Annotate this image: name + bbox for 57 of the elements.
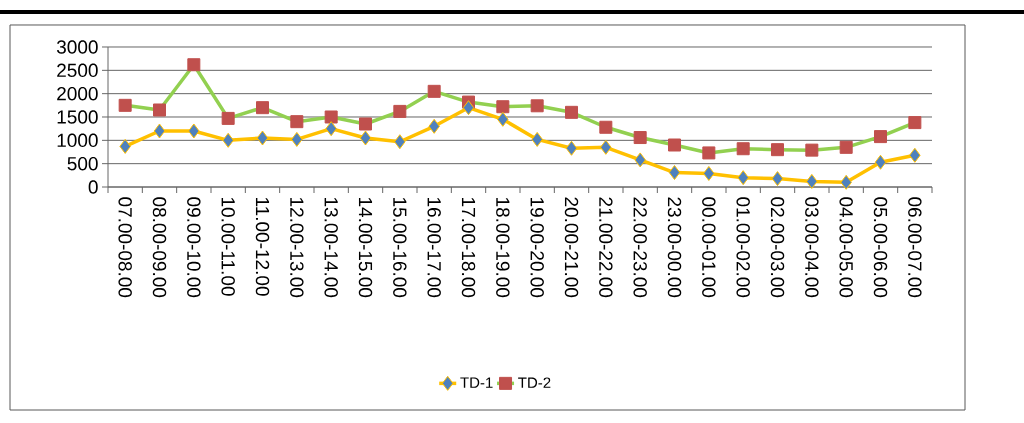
point bbox=[771, 171, 784, 187]
y-tick-label: 1000 bbox=[57, 133, 98, 148]
x-tick-label: 14.00-15.00 bbox=[358, 197, 373, 298]
x-tick-label: 18.00-19.00 bbox=[496, 197, 510, 298]
point bbox=[428, 118, 440, 134]
y-tick-label: 3000 bbox=[56, 40, 98, 54]
point bbox=[222, 132, 234, 148]
x-tick-label: 22.00-23.00 bbox=[633, 197, 647, 298]
x-tick-label: 04.00-05.00 bbox=[839, 197, 853, 298]
x-tick-label: 19.00-20.00 bbox=[530, 197, 544, 298]
point bbox=[703, 165, 715, 181]
x-tick-label: 13.00-14.00 bbox=[324, 197, 338, 298]
point bbox=[874, 154, 887, 170]
point bbox=[668, 165, 681, 181]
point bbox=[737, 170, 749, 186]
point bbox=[359, 130, 372, 146]
point bbox=[565, 140, 578, 156]
point bbox=[394, 134, 406, 150]
x-tick-label: 02.00-03.00 bbox=[770, 197, 785, 298]
x-tick-label: 12.00-13.00 bbox=[290, 197, 304, 298]
point bbox=[325, 121, 337, 137]
x-tick-label: 01.00-02.00 bbox=[736, 197, 750, 298]
point bbox=[256, 130, 269, 146]
y-tick-label: 2000 bbox=[57, 86, 98, 101]
x-tick-label: 15.00-16.00 bbox=[393, 197, 407, 298]
point bbox=[806, 173, 818, 189]
point bbox=[634, 152, 646, 168]
point bbox=[291, 131, 303, 147]
x-tick-label: 16.00-17.00 bbox=[427, 197, 441, 298]
point bbox=[497, 111, 509, 127]
x-tick-label: 05.00-06.00 bbox=[873, 197, 888, 298]
x-tick-label: 09.00-10.00 bbox=[187, 197, 201, 298]
x-tick-label: 10.00-11.00 bbox=[221, 197, 235, 296]
legend-label: TD-2 bbox=[518, 377, 551, 388]
x-tick-label: 07.00-08.00 bbox=[118, 197, 132, 298]
y-tick-label: 0 bbox=[88, 180, 98, 194]
x-tick-label: 03.00-04.00 bbox=[805, 197, 819, 298]
x-tick-label: 11.00-12.00 bbox=[255, 197, 270, 296]
point bbox=[119, 138, 131, 154]
point bbox=[531, 131, 543, 147]
point bbox=[462, 100, 475, 116]
y-tick-label: 1500 bbox=[57, 110, 98, 124]
point bbox=[153, 123, 166, 139]
point bbox=[600, 139, 612, 155]
x-tick-label: 21.00-22.00 bbox=[599, 197, 613, 298]
point bbox=[909, 147, 921, 163]
legend-label: TD-1 bbox=[460, 377, 493, 388]
point bbox=[188, 123, 200, 139]
y-tick-label: 500 bbox=[67, 156, 98, 171]
y-tick-label: 2500 bbox=[57, 63, 98, 78]
point bbox=[840, 174, 852, 190]
x-tick-label: 20.00-21.00 bbox=[564, 197, 579, 298]
x-tick-label: 08.00-09.00 bbox=[152, 197, 167, 298]
x-tick-label: 17.00-18.00 bbox=[461, 197, 476, 298]
x-tick-label: 06.00-07.00 bbox=[908, 197, 922, 298]
x-tick-label: 23.00-00.00 bbox=[667, 197, 682, 298]
x-tick-label: 00.00-01.00 bbox=[702, 197, 716, 298]
